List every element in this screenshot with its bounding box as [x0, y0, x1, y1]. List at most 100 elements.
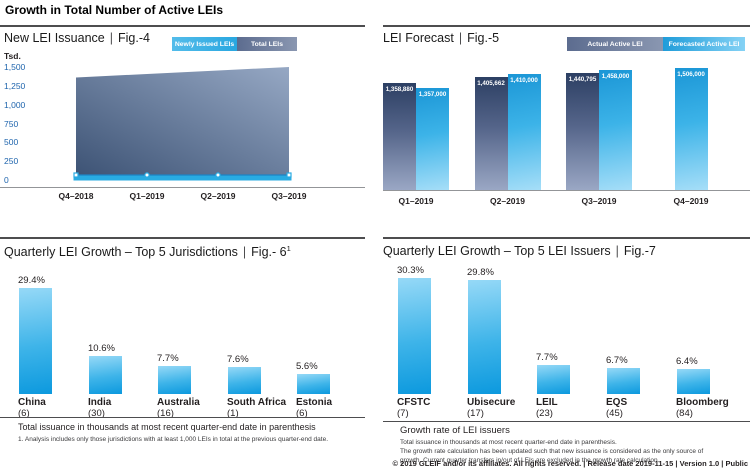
- bar-percent-label: 7.7%: [536, 352, 558, 363]
- fig7-fig-label: Fig.-7: [623, 244, 656, 258]
- fig5-title-text: LEI Forecast: [383, 31, 454, 45]
- fig4-title-text: New LEI Issuance: [4, 31, 105, 45]
- fig4-title: New LEI Issuance | Fig.-4: [4, 31, 150, 45]
- bar-percent-label: 10.6%: [88, 343, 115, 354]
- fig6-fig-label: Fig.- 6: [251, 245, 287, 260]
- fig7-footnote: The growth rate calculation has been upd…: [400, 448, 704, 464]
- actual-bar: [566, 73, 599, 190]
- fig6-title-text: Quarterly LEI Growth – Top 5 Jurisdictio…: [4, 245, 238, 260]
- bar-percent-label: 7.7%: [157, 353, 179, 364]
- growth-bar: [19, 288, 52, 394]
- legend-forecasted-active-lei: Forecasted Active LEI: [663, 37, 745, 51]
- y-tick-label: 1,250: [4, 80, 26, 91]
- x-axis-label: Q2–2019: [490, 196, 525, 206]
- divider: [0, 417, 365, 418]
- actual-bar: [383, 83, 416, 190]
- fig7-title: Quarterly LEI Growth – Top 5 LEI Issuers…: [383, 244, 656, 258]
- actual-bar-value: 1,358,880: [385, 86, 414, 93]
- x-axis-label: Q4–2018: [58, 191, 94, 201]
- growth-bar: [677, 369, 710, 394]
- fig4-area-svg: [73, 67, 292, 181]
- actual-bar-value: 1,405,662: [477, 80, 505, 87]
- category-count: (23): [536, 408, 553, 419]
- fig7-heading: Growth rate of LEI issuers: [400, 425, 510, 436]
- fig4-x-axis-line: [0, 187, 365, 188]
- category-count: (6): [18, 408, 30, 419]
- forecast-bar: [416, 88, 449, 190]
- x-axis-label: Q3–2019: [581, 196, 617, 206]
- legend-total-leis: Total LEIs: [237, 37, 297, 51]
- fig7-title-text: Quarterly LEI Growth – Top 5 LEI Issuers: [383, 244, 611, 258]
- actual-bar-value: 1,440,795: [568, 76, 597, 83]
- category-label: EQS: [606, 397, 628, 408]
- data-marker: [144, 172, 150, 178]
- x-axis-label: Q3–2019: [271, 191, 307, 201]
- x-axis-label: Q1–2019: [129, 191, 165, 201]
- forecast-bar: [674, 68, 708, 190]
- category-count: (6): [296, 408, 308, 419]
- growth-bar: [607, 368, 640, 394]
- category-count: (84): [676, 408, 693, 419]
- category-label: LEIL: [536, 397, 558, 408]
- actual-bar: [474, 77, 508, 190]
- bar-percent-label: 29.8%: [467, 267, 494, 278]
- y-tick-label: 1,000: [4, 99, 26, 110]
- title-separator: |: [458, 31, 463, 45]
- category-count: (7): [397, 408, 409, 419]
- category-count: (45): [606, 408, 623, 419]
- divider: [0, 25, 365, 27]
- title-separator: |: [242, 245, 247, 260]
- fig4-legend: Newly Issued LEIs Total LEIs: [172, 37, 297, 51]
- bar-percent-label: 6.4%: [676, 356, 698, 367]
- bar-percent-label: 7.6%: [227, 354, 249, 365]
- growth-bar: [297, 374, 330, 394]
- category-label: Australia: [157, 397, 200, 408]
- fig5-title: LEI Forecast | Fig.-5: [383, 31, 499, 45]
- x-axis-label: Q2–2019: [200, 191, 236, 201]
- category-label: South Africa: [227, 397, 287, 408]
- category-count: (30): [88, 408, 105, 419]
- data-marker: [73, 172, 79, 178]
- category-label: China: [18, 397, 46, 408]
- fig5-fig-label: Fig.-5: [467, 31, 500, 45]
- y-tick-label: 250: [4, 156, 19, 167]
- category-count: (16): [157, 408, 174, 419]
- title-separator: |: [615, 244, 619, 258]
- fig7-note: Total issuance in thousands at most rece…: [400, 439, 617, 446]
- growth-bar: [468, 280, 501, 394]
- forecast-bar-value: 1,357,000: [418, 91, 447, 98]
- total-leis-area: [76, 67, 289, 178]
- fig5-legend: Actual Active LEI Forecasted Active LEI: [567, 37, 745, 51]
- divider: [383, 237, 750, 239]
- y-tick-label: 750: [4, 118, 19, 129]
- category-label: Ubisecure: [467, 397, 516, 408]
- footer-copyright: © 2019 GLEIF and/or its affiliates. All …: [392, 459, 748, 468]
- category-count: (1): [227, 408, 239, 419]
- page-title: Growth in Total Number of Active LEIs: [5, 3, 224, 17]
- bar-percent-label: 5.6%: [296, 361, 318, 372]
- x-axis-label: Q1–2019: [398, 196, 434, 206]
- fig5-x-axis-line: [383, 190, 750, 191]
- bar-percent-label: 6.7%: [606, 355, 628, 366]
- category-label: Bloomberg: [676, 397, 729, 408]
- forecast-bar-value: 1,410,000: [510, 77, 538, 84]
- legend-actual-active-lei: Actual Active LEI: [567, 37, 663, 51]
- growth-bar: [398, 278, 431, 394]
- bar-percent-label: 29.4%: [18, 275, 45, 286]
- fig6-footnote: 1. Analysis includes only those jurisdic…: [18, 436, 329, 443]
- growth-bar: [158, 366, 191, 394]
- category-count: (17): [467, 408, 484, 419]
- divider: [383, 25, 750, 27]
- title-separator: |: [109, 31, 113, 45]
- y-tick-label: 0: [4, 175, 9, 185]
- category-label: CFSTC: [397, 397, 431, 408]
- y-tick-label: 500: [4, 137, 19, 148]
- fig6-footnote-marker: 1: [286, 244, 291, 253]
- category-label: Estonia: [296, 397, 333, 408]
- fig6-note: Total issuance in thousands at most rece…: [18, 422, 316, 432]
- forecast-bar-value: 1,506,000: [677, 71, 705, 78]
- divider: [0, 237, 365, 239]
- category-label: India: [88, 397, 112, 408]
- x-axis-label: Q4–2019: [673, 196, 709, 206]
